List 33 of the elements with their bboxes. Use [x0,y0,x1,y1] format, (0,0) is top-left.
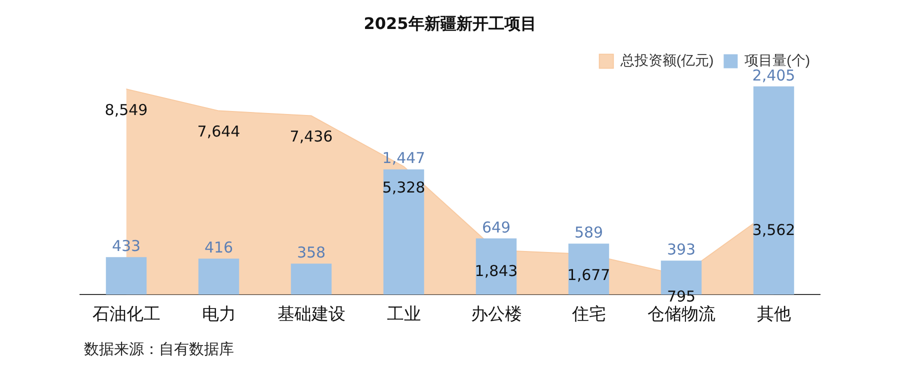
data-label: 358 [296,244,326,262]
x-tick-label: 石油化工 [92,304,160,324]
data-label: 433 [112,237,141,256]
chart-title: 2025年新疆新开工项目 [364,14,536,33]
data-label: 7,644 [197,122,240,141]
bar [568,244,610,295]
bar [198,258,240,295]
legend-label: 项目量(个) [744,52,810,68]
bar [476,238,517,295]
source-note: 数据来源：自有数据库 [84,340,234,359]
bar [753,86,794,295]
x-tick-label: 电力 [202,304,236,324]
x-tick-label: 其他 [756,304,791,324]
x-tick-label: 工业 [386,304,421,324]
x-tick-label: 办公楼 [470,304,522,324]
bar [106,257,147,295]
data-label: 1,677 [567,266,610,284]
x-tick-label: 住宅 [570,304,606,324]
data-label: 7,436 [290,128,333,146]
legend-label: 总投资额(亿元) [619,52,714,68]
data-label: 649 [482,218,511,236]
bar [290,264,332,295]
bar [383,169,424,295]
x-tick-label: 基础建设 [277,304,346,324]
data-label: 416 [204,238,234,256]
data-label: 5,328 [382,178,426,196]
data-label: 589 [574,224,604,242]
data-label: 393 [666,240,696,258]
data-label: 1,843 [474,262,518,280]
data-label: 3,562 [752,220,796,239]
data-label: 2,405 [752,66,796,84]
data-label: 8,549 [104,100,148,119]
x-tick-label: 仓储物流 [647,304,716,324]
